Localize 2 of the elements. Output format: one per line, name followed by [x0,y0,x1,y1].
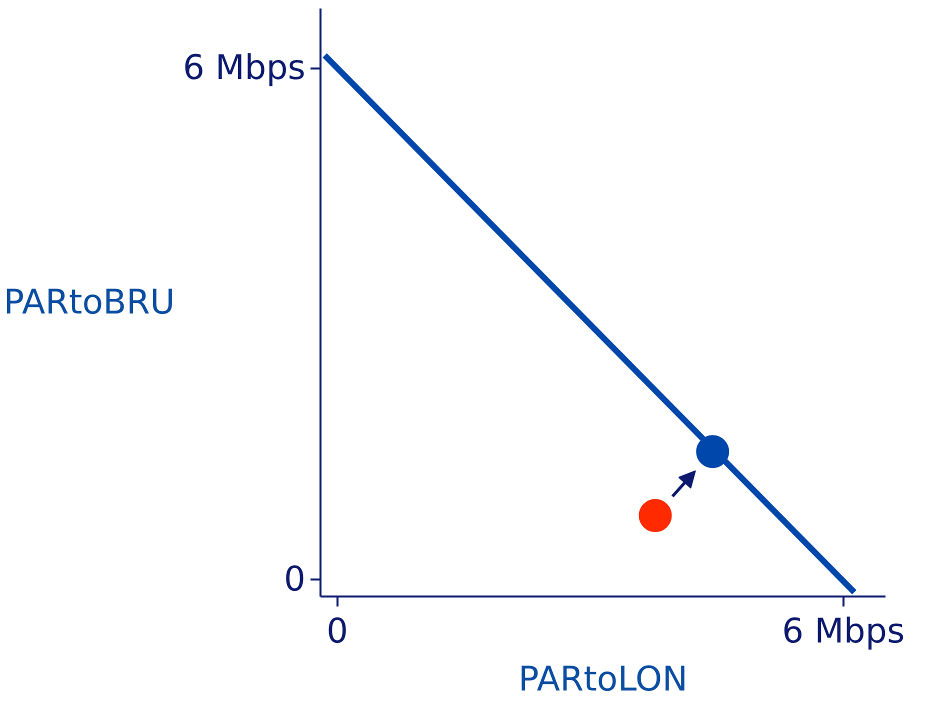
x-axis-title: PARtoLON [518,660,688,700]
y-axis-title: PARtoBRU [4,282,175,322]
